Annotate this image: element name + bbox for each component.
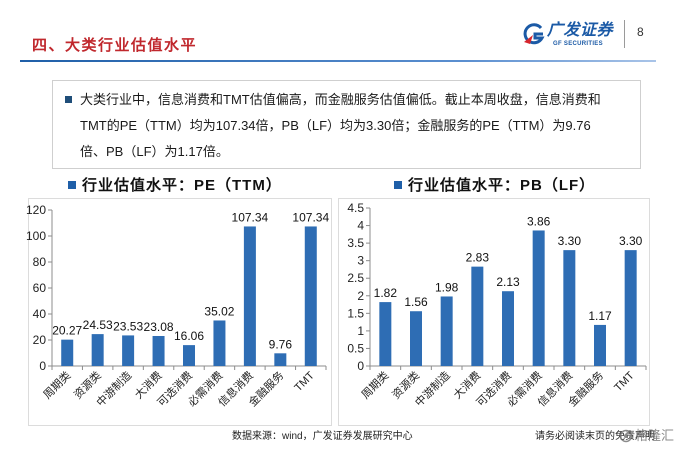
watermark-text: 格隆汇 [635,428,675,443]
data-label: 35.02 [204,304,234,318]
data-label: 107.34 [232,210,269,224]
y-tick-label: 60 [33,281,47,295]
bar [379,302,392,366]
bar [183,345,195,366]
y-tick-label: 2 [357,289,364,303]
y-tick-label: 20 [33,333,47,347]
logo-subtext: GF SECURITIES [553,41,603,47]
y-tick-label: 1 [357,324,364,338]
gf-logo-icon [523,23,545,45]
header-separator [624,20,625,48]
bar [502,291,514,366]
y-tick-label: 4.5 [347,201,364,215]
bar [152,335,165,366]
y-tick-label: 1.5 [347,306,364,320]
y-tick-label: 80 [33,255,47,269]
page-number: 8 [637,25,644,39]
category-label: 周期类 [358,368,391,401]
summary-box: 大类行业中，信息消费和TMT估值偏高，而金融服务估值偏低。截止本周收盘，信息消费… [52,80,641,169]
pe-chart-plot: 02040608010012020.27周期类24.53资源类23.53中游制造… [26,203,329,409]
bar [243,226,256,366]
y-tick-label: 40 [33,307,47,321]
data-label: 24.53 [83,318,113,332]
data-label: 2.13 [496,275,520,289]
bar [532,230,545,366]
category-label: TMT [612,369,637,394]
y-tick-label: 100 [26,229,46,243]
pe-chart-title: 行业估值水平：PE（TTM） [68,177,282,195]
y-tick-label: 3 [357,254,364,268]
data-label: 23.53 [113,319,143,333]
data-label: 23.08 [144,320,174,334]
watermark: 格隆汇 [619,428,674,444]
bullet-square-icon [65,96,72,103]
y-tick-label: 3.5 [347,236,364,250]
y-tick-label: 0 [39,359,46,373]
data-source-note: 数据来源：wind，广发证券发展研究中心 [232,431,413,442]
pb-bar-chart: 0 0.5 1 1.5 2 2.5 3 3.5 4 4.5 1.82 周期类 1.56 资源类 1.98 中游… [338,198,650,426]
data-label: 107.34 [292,210,329,224]
data-label: 1.82 [374,286,398,300]
slide-title: 四、大类行业估值水平 [32,37,198,54]
bar [594,324,606,366]
bar [213,320,226,366]
pe-chart-title-text: 行业估值水平：PE（TTM） [82,177,282,194]
summary-line-1: 大类行业中，信息消费和TMT估值偏高，而金融服务估值偏低。截止本周收盘，信息消费… [80,92,601,107]
category-label: 周期类 [40,368,73,401]
bullet-square-icon [394,181,402,190]
bar [274,353,287,366]
data-label: 1.17 [588,309,612,323]
disclaimer-note: 请务必阅读末页的免责声明 [535,431,655,442]
watermark-logo-icon [619,429,633,443]
summary-line-3: 倍、PB（LF）为1.17倍。 [80,144,229,159]
y-tick-label: 0.5 [347,341,364,355]
bar [563,250,576,366]
data-label: 3.86 [527,214,551,228]
title-divider [20,60,656,62]
bar [471,266,484,366]
bar [61,339,74,366]
data-label: 20.27 [52,324,82,338]
logo-text: 广发证券 [547,22,614,39]
summary-text: 大类行业中，信息消费和TMT估值偏高，而金融服务估值偏低。截止本周收盘，信息消费… [80,87,601,165]
data-label: 16.06 [174,329,204,343]
pe-bar-chart: 0 20 40 60 80 100 120 20.27 周期类 24.53 资源类 23.53 中游制造… [26,198,332,426]
bar [440,296,453,366]
data-label: 1.98 [435,280,459,294]
data-label: 3.30 [619,234,643,248]
bar [304,226,317,366]
bar [624,250,637,366]
pb-chart-plot: 00.511.522.533.544.51.82周期类1.56资源类1.98中游… [347,201,647,409]
bar [410,311,422,366]
data-label: 2.83 [466,251,490,265]
category-label: TMT [292,369,317,394]
bullet-square-icon [68,181,76,190]
data-label: 1.56 [404,295,428,309]
data-label: 9.76 [269,337,293,351]
summary-line-2: TMT的PE（TTM）均为107.34倍，PB（LF）均为3.30倍；金融服务的… [80,118,591,133]
pb-chart-title: 行业估值水平：PB（LF） [394,177,595,195]
y-tick-label: 2.5 [347,271,364,285]
bar [122,335,135,366]
y-tick-label: 120 [26,203,46,217]
pb-chart-title-text: 行业估值水平：PB（LF） [408,177,596,194]
bar [91,334,104,366]
data-label: 3.30 [558,234,582,248]
y-tick-label: 4 [357,219,364,233]
y-tick-label: 0 [357,359,364,373]
